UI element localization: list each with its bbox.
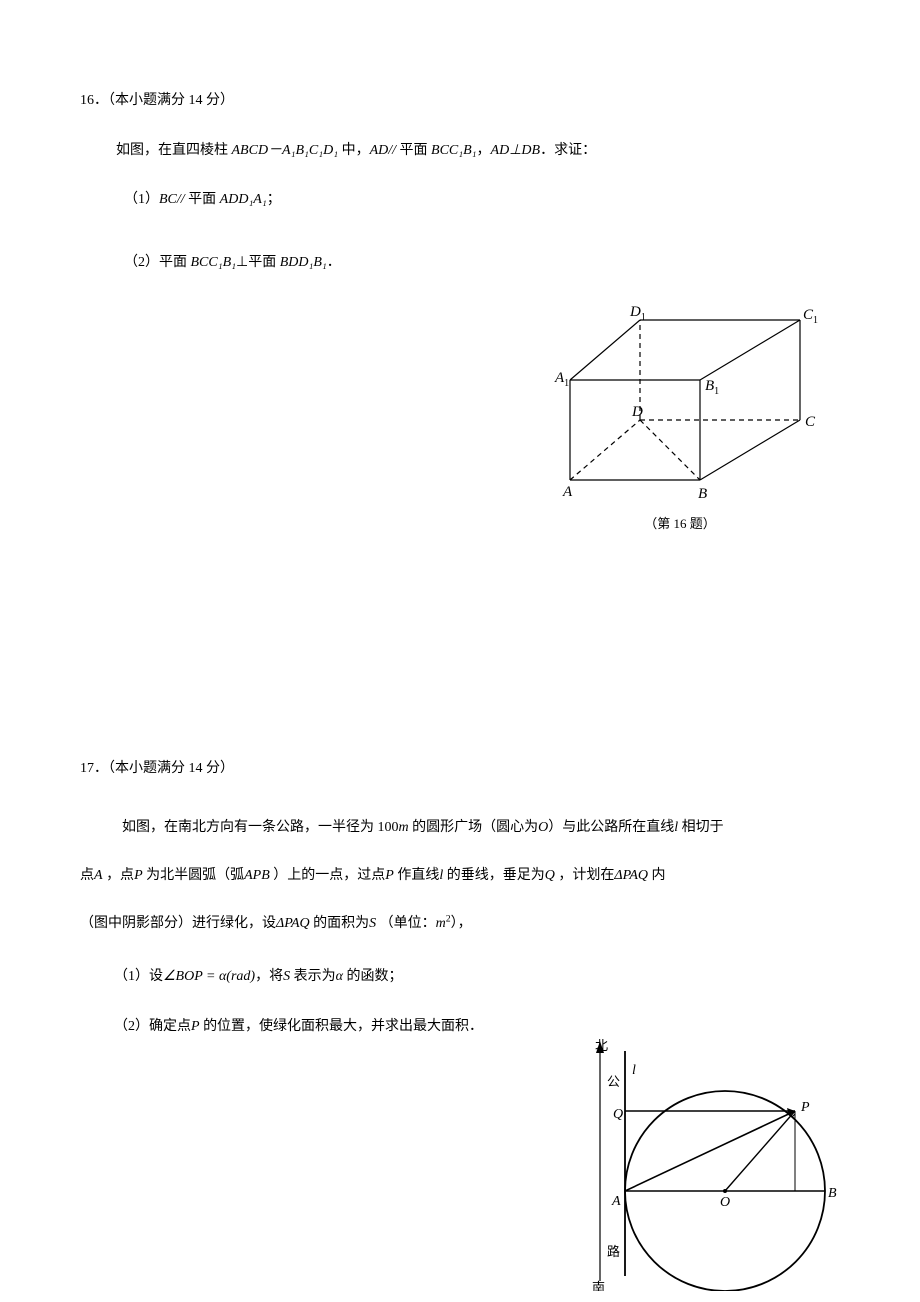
problem-16-body: 如图，在直四棱柱 ABCD－A₁B₁C₁D₁ 中，AD// 平面 BCC₁B₁，… <box>80 136 840 278</box>
i2suf: 的位置，使绿化面积最大，并求出最大面积． <box>200 1019 484 1034</box>
l3a: （图中阴影部分）进行绿化，设 <box>80 916 276 931</box>
item1-c: ADD₁A₁ <box>220 192 267 207</box>
l2P: P <box>134 868 143 883</box>
prism-label: ABCD－A₁B₁C₁D₁ <box>232 143 339 158</box>
l1O: O <box>538 820 548 835</box>
problem-17-item1: （1）设∠BOP = α(rad)，将S 表示为α 的函数； <box>80 953 870 1001</box>
label-north: 北 <box>595 1038 608 1053</box>
problem-16-item1: （1）BC// 平面 ADD₁A₁； <box>116 185 840 216</box>
label-O-f17: O <box>720 1195 730 1210</box>
label-road2: 路 <box>607 1244 620 1259</box>
l3d: ）， <box>451 916 472 931</box>
label-A1: A1 <box>554 370 569 389</box>
l1m: m <box>399 820 409 835</box>
l2f: 的垂线，垂足为 <box>443 868 545 883</box>
l2c: 为北半圆弧（弧 <box>143 868 245 883</box>
label-D: D <box>631 404 643 420</box>
label-B: B <box>698 486 707 500</box>
label-A-f17: A <box>611 1194 621 1209</box>
l1c: ）与此公路所在直线 <box>548 820 674 835</box>
l2P2: P <box>385 868 394 883</box>
cond1-a: AD// <box>370 143 396 158</box>
i2p: （2）确定点 <box>114 1019 191 1034</box>
label-P: P <box>800 1100 810 1115</box>
label-road1: 公 <box>607 1074 620 1089</box>
stem-mid2: ， <box>477 143 491 158</box>
problem-16-title: 16．（本小题满分 14 分） <box>80 90 840 112</box>
i1expr: ∠BOP = α(rad) <box>163 969 255 984</box>
problem-17-title: 17．（本小题满分 14 分） <box>80 758 870 780</box>
label-l: l <box>632 1063 636 1078</box>
circle-road-svg: 北 南 公 路 l Q P A O B <box>565 1036 855 1291</box>
label-A: A <box>562 484 573 500</box>
item1-b: 平面 <box>185 192 220 207</box>
l1d: 相切于 <box>678 820 724 835</box>
l2a: 点 <box>80 868 94 883</box>
l2e: 作直线 <box>394 868 440 883</box>
item2-mid: ⊥平面 <box>236 255 280 270</box>
i1mid: ，将 <box>255 969 283 984</box>
i1suf: 的函数； <box>343 969 403 984</box>
figure-16-caption: （第 16 题） <box>540 514 820 535</box>
problem-16-item2: （2）平面 BCC₁B₁⊥平面 BDD₁B₁． <box>116 248 840 279</box>
problem-17: 17．（本小题满分 14 分） 如图，在南北方向有一条公路，一半径为 100m … <box>80 758 870 1050</box>
i1alpha: α <box>336 969 343 984</box>
l2b: ，点 <box>103 868 135 883</box>
l2g: ，计划在 <box>555 868 615 883</box>
i2P: P <box>191 1019 200 1034</box>
figure-16: A B C D A1 B1 C1 D1 （第 16 题） <box>540 300 820 535</box>
cond2-a: AD⊥DB <box>491 143 541 158</box>
l2h: 内 <box>648 868 666 883</box>
l2APB: APB <box>244 868 270 883</box>
problem-16: 16．（本小题满分 14 分） 如图，在直四棱柱 ABCD－A₁B₁C₁D₁ 中… <box>80 90 840 279</box>
l2d: ）上的一点，过点 <box>270 868 386 883</box>
l2Q: Q <box>545 868 555 883</box>
l3b: 的面积为 <box>310 916 370 931</box>
l3tri: ΔPAQ <box>276 916 310 931</box>
l1b: 的圆形广场（圆心为 <box>409 820 539 835</box>
stem-suffix: ．求证： <box>540 143 596 158</box>
stem-prefix: 如图，在直四棱柱 <box>116 143 232 158</box>
problem-16-stem: 如图，在直四棱柱 ABCD－A₁B₁C₁D₁ 中，AD// 平面 BCC₁B₁，… <box>116 136 840 167</box>
problem-17-body: 如图，在南北方向有一条公路，一半径为 100m 的圆形广场（圆心为O）与此公路所… <box>80 804 870 1050</box>
label-D1: D1 <box>629 304 646 323</box>
i1p: （1）设 <box>114 969 163 984</box>
i1b: 表示为 <box>290 969 336 984</box>
item2-suffix: ． <box>327 255 341 270</box>
item2-prefix: （2）平面 <box>124 255 191 270</box>
l1a: 如图，在南北方向有一条公路，一半径为 100 <box>122 820 399 835</box>
stem-mid1: 中， <box>338 143 370 158</box>
l3m2: m <box>436 916 446 931</box>
p17-line2: 点A ，点P 为北半圆弧（弧APB ）上的一点，过点P 作直线l 的垂线，垂足为… <box>80 852 870 900</box>
l2tri: ΔPAQ <box>614 868 648 883</box>
p17-line1: 如图，在南北方向有一条公路，一半径为 100m 的圆形广场（圆心为O）与此公路所… <box>80 804 870 852</box>
cond1-c: BCC₁B₁ <box>431 143 477 158</box>
cond1-b: 平面 <box>396 143 431 158</box>
item2-a: BCC₁B₁ <box>191 255 237 270</box>
label-south: 南 <box>592 1280 605 1291</box>
l3c: （单位： <box>376 916 436 931</box>
label-B-f17: B <box>828 1186 837 1201</box>
prism-svg: A B C D A1 B1 C1 D1 <box>540 300 820 500</box>
label-B1: B1 <box>705 378 719 397</box>
p17-line3: （图中阴影部分）进行绿化，设ΔPAQ 的面积为S （单位：m2）， <box>80 900 870 948</box>
l2A: A <box>94 868 103 883</box>
label-Q: Q <box>613 1107 623 1122</box>
figure-17: 北 南 公 路 l Q P A O B <box>565 1036 855 1299</box>
item1-a: BC// <box>159 192 185 207</box>
item2-b: BDD₁B₁ <box>280 255 327 270</box>
item1-prefix: （1） <box>124 192 159 207</box>
label-C1: C1 <box>803 307 818 326</box>
item1-suffix: ； <box>267 192 281 207</box>
label-C: C <box>805 414 816 430</box>
